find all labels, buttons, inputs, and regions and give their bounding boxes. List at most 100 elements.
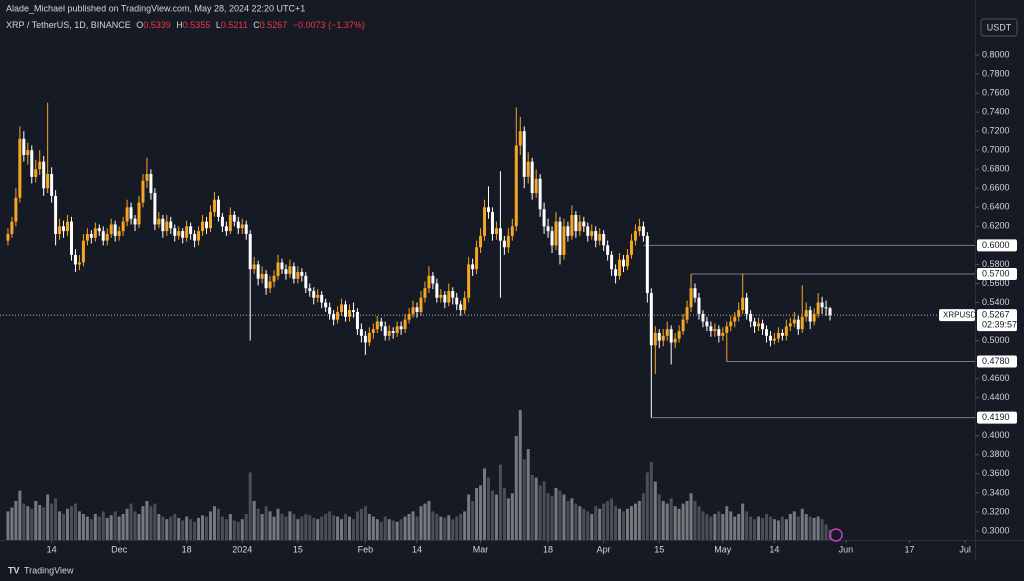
volume-bar [133,511,137,540]
x-tick-label: Mar [473,544,489,554]
candle-body [733,316,737,322]
volume-bar [50,503,54,540]
volume-bar [109,515,113,540]
volume-bar [475,488,479,540]
candle-body [459,304,463,311]
volume-bar [189,519,193,540]
candle-body [582,221,586,227]
volume-bar [677,508,681,540]
candle-body [280,262,284,270]
candle-body [58,226,62,234]
x-tick-label: 15 [654,544,664,554]
volume-bar [38,504,42,540]
candle-body [709,326,713,332]
candle-body [447,291,451,303]
candle-body [411,307,415,314]
volume-bar [260,514,264,540]
volume-bar [264,506,268,540]
candle-body [665,329,669,336]
volume-bar [379,521,383,540]
candle-body [725,326,729,333]
candle-body [574,214,578,232]
candle-body [820,302,824,308]
volume-bar [653,481,657,540]
y-tick-label: 0.5000 [982,335,1010,345]
candle-body [38,161,42,170]
candle-body [741,297,745,311]
y-tick-label: 0.3600 [982,468,1010,478]
candle-body [498,228,502,241]
currency-box[interactable] [980,18,1018,37]
candle-body [415,307,419,313]
candle-body [502,240,506,248]
candle-body [761,323,765,330]
symbol-label: XRPUSDT [943,310,981,319]
volume-bar [93,514,97,540]
volume-bar [494,494,498,540]
level-label: 0.5700 [982,268,1010,278]
volume-bar [808,516,812,540]
volume-bar [30,508,34,540]
volume-bar [562,494,566,540]
candle-body [479,235,483,248]
alert-icon[interactable] [829,528,843,542]
volume-bar [689,493,693,540]
volume-bar [776,520,780,540]
candle-body [467,264,471,298]
x-tick-label: 14 [769,544,779,554]
volume-bar [391,520,395,540]
candle-body [824,307,828,309]
volume-bar [26,506,30,540]
last-price-box [977,309,1017,332]
volume-bar [10,507,14,540]
symbol: XRP / TetherUS, 1D, BINANCE [6,20,131,30]
volume-bar [459,514,463,540]
x-tick-label: 2024 [232,544,252,554]
candle-body [375,321,379,330]
candle-body [542,209,546,227]
volume-bar [796,516,800,540]
candle-body [494,228,498,234]
candle-body [800,316,804,330]
volume-bar [34,501,38,540]
volume-bar [69,506,73,540]
candle-body [395,326,399,333]
candle-body [252,264,256,270]
candle-body [602,233,606,246]
currency[interactable]: USDT [987,22,1012,32]
volume-bar [240,519,244,540]
volume-bar [590,514,594,540]
y-tick-label: 0.6800 [982,164,1010,174]
candle-body [784,326,788,336]
volume-bar [54,498,58,540]
candle-body [85,233,89,241]
y-tick-label: 0.3800 [982,449,1010,459]
volume-bar [780,516,784,540]
candle-body [383,326,387,336]
candle-body [177,231,181,236]
candle-body [161,218,165,232]
candle-body [129,207,133,219]
volume-bar [296,519,300,540]
volume-bar [165,519,169,540]
candle-body [677,331,681,339]
y-tick-label: 0.7400 [982,107,1010,117]
candle-body [518,131,522,146]
volume-bar [232,520,236,540]
candle-body [808,310,812,322]
candle-body [451,291,455,298]
volume-bar [498,464,502,540]
volume-bar [669,498,673,540]
candle-body [693,288,697,298]
volume-bar [431,511,435,540]
volume-bar [506,498,510,540]
candle-body [101,231,105,241]
candle-body [324,302,328,308]
candle-body [431,275,435,284]
candle-body [729,321,733,327]
candle-body [427,275,431,289]
level-label: 0.4190 [982,412,1010,422]
candle-body [288,266,292,274]
volume-bar [208,511,212,540]
